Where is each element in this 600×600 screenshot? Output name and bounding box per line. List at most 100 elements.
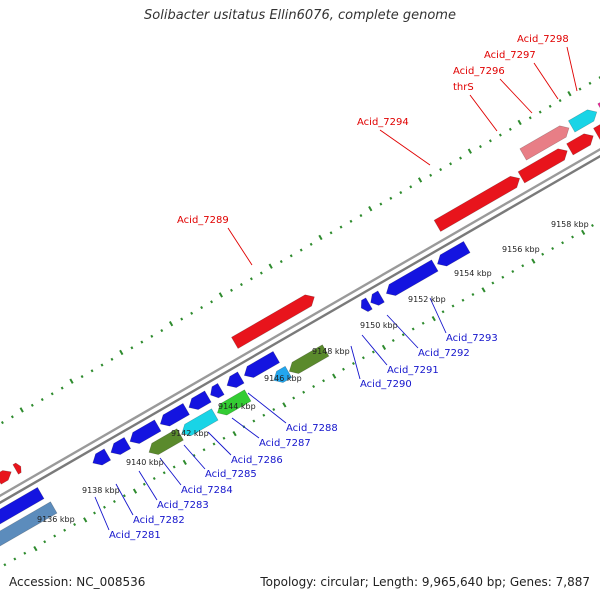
upper-tick-mark (389, 196, 393, 200)
upper-tick-mark (467, 148, 472, 154)
lower-tick-mark (581, 229, 586, 236)
upper-tick-mark (218, 292, 223, 298)
reverse-gene-acid-7285 (159, 402, 190, 427)
axis-tick-label: 9148 kbp (312, 347, 350, 356)
lower-tick-mark (232, 430, 237, 437)
reverse-gene (217, 389, 252, 416)
lower-tick-mark (521, 264, 525, 268)
reverse-label-leader (350, 345, 361, 380)
axis-tick-label: 9146 kbp (264, 374, 302, 383)
axis-tick-label: 9150 kbp (360, 321, 398, 330)
upper-tick-mark (100, 363, 104, 367)
forward-label-leader (469, 94, 498, 132)
lower-tick-mark (421, 321, 425, 325)
upper-tick-mark (329, 231, 333, 235)
reverse-gene-label: Acid_7293 (446, 333, 498, 344)
reverse-gene-label: Acid_7292 (418, 348, 470, 359)
upper-tick-mark (80, 374, 84, 379)
reverse-label-leader (231, 417, 260, 439)
reverse-label-leader (159, 457, 182, 486)
upper-tick-mark (309, 242, 313, 246)
lower-tick-mark (192, 453, 196, 458)
axis-tick-label: 9152 kbp (408, 295, 446, 304)
lower-tick-mark (33, 545, 38, 552)
upper-tick-mark (399, 190, 403, 195)
lower-tick-mark (292, 396, 296, 400)
reverse-label-leader (361, 334, 388, 366)
upper-tick-mark (508, 127, 512, 131)
forward-gene-label: Acid_7289 (177, 215, 229, 226)
lower-tick-mark (103, 505, 106, 509)
lower-tick-mark (23, 551, 27, 555)
forward-gene-label: Acid_7296 (453, 66, 505, 77)
lower-tick-mark (142, 482, 146, 486)
lower-tick-mark (83, 517, 88, 523)
accession-text: Accession: NC_008536 (9, 575, 146, 589)
lower-tick-mark (501, 275, 505, 279)
upper-tick-mark (130, 346, 134, 350)
lower-tick-mark (561, 241, 565, 245)
lower-tick-mark (13, 557, 17, 561)
reverse-gene-label: Acid_7291 (387, 365, 439, 376)
lower-tick-mark (531, 258, 536, 264)
reverse-gene-acid-7283 (110, 436, 132, 455)
upper-tick-mark (69, 378, 74, 384)
lower-tick-mark (122, 494, 126, 498)
backbone-line (0, 147, 600, 498)
reverse-gene (273, 365, 293, 383)
map-title: Solibacter usitatus Ellin6076, complete … (144, 8, 456, 23)
reverse-gene-label: Acid_7281 (109, 530, 161, 541)
reverse-gene-label: Acid_7284 (181, 485, 233, 496)
lower-tick-mark (431, 315, 436, 322)
upper-tick-mark (239, 282, 243, 287)
lower-tick-mark (361, 356, 365, 360)
upper-tick-mark (299, 248, 303, 252)
upper-tick-mark (230, 288, 233, 292)
lower-tick-mark (491, 281, 495, 285)
lower-tick-mark (312, 384, 316, 389)
gene-features (0, 102, 600, 547)
forward-label-leader (533, 62, 559, 100)
forward-label-leader (379, 129, 431, 166)
lower-tick-mark (451, 304, 455, 308)
reverse-gene-acid-7281 (0, 486, 45, 525)
reverse-gene-acid-7290 (360, 297, 373, 312)
upper-tick-mark (160, 328, 164, 333)
lower-tick-mark (93, 511, 96, 515)
upper-tick-mark (459, 156, 463, 160)
reverse-gene-label: Acid_7283 (157, 500, 209, 511)
upper-tick-mark (0, 420, 4, 425)
lower-tick-mark (551, 246, 555, 251)
lower-tick-mark (401, 333, 405, 337)
lower-tick-mark (63, 528, 67, 532)
forward-gene-label: Acid_7294 (357, 117, 409, 128)
rrna-gene-acid-7297 (567, 109, 598, 133)
lower-tick-mark (73, 522, 77, 527)
reverse-label-leader (247, 392, 287, 424)
reverse-label-leader (207, 431, 232, 456)
axis-tick-label: 9142 kbp (171, 429, 209, 438)
axis-tick-label: 9144 kbp (218, 402, 256, 411)
label-text: 9136 kbp 9138 kbp 9140 kbp 9142 kbp 9144 kbp… (37, 34, 589, 541)
reverse-gene (288, 344, 330, 374)
lower-tick-mark (541, 252, 545, 256)
reverse-gene-acid-7286 (188, 390, 212, 410)
upper-tick-mark (368, 205, 373, 212)
upper-tick-mark (349, 219, 353, 223)
reverse-gene (243, 350, 281, 378)
upper-tick-mark (318, 234, 323, 241)
lower-tick-mark (571, 235, 575, 239)
lower-tick-mark (471, 292, 475, 297)
forward-label-leader (566, 46, 578, 92)
reverse-label-leader (429, 297, 447, 334)
reverse-label-leader (115, 483, 134, 516)
lower-tick-mark (441, 310, 445, 314)
forward-gene-label: thrS (453, 82, 474, 93)
reverse-gene-acid-7293 (437, 240, 471, 267)
lower-tick-mark (511, 269, 515, 274)
trna-gene-thrs (519, 125, 570, 161)
upper-tick-mark (439, 167, 443, 172)
upper-tick-mark (210, 300, 214, 304)
upper-tick-mark (40, 397, 44, 402)
reverse-gene-label: Acid_7288 (286, 423, 338, 434)
